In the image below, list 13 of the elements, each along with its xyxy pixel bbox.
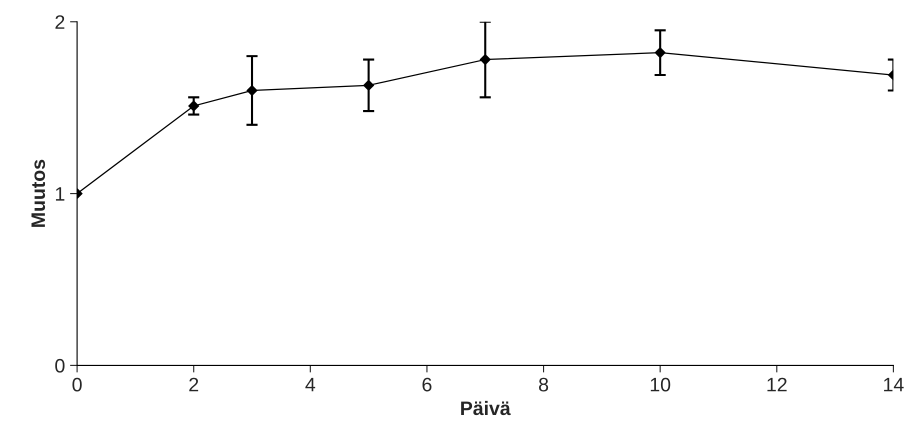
x-tick-label: 2 [189, 378, 198, 392]
x-tick-label: 14 [884, 378, 904, 392]
y-axis-title: Muutos [32, 160, 46, 227]
y-tick-label: 2 [55, 15, 64, 29]
x-axis-title: Päivä [461, 400, 511, 416]
x-tick-label: 6 [422, 378, 432, 392]
y-tick-label: 0 [55, 358, 65, 373]
x-tick-label: 0 [72, 378, 82, 392]
x-tick-label: 10 [650, 378, 670, 392]
x-tick-label: 8 [538, 378, 548, 392]
x-tick-label: 12 [767, 378, 787, 392]
y-tick-label: 1 [56, 187, 64, 201]
x-tick-label: 4 [305, 378, 316, 392]
